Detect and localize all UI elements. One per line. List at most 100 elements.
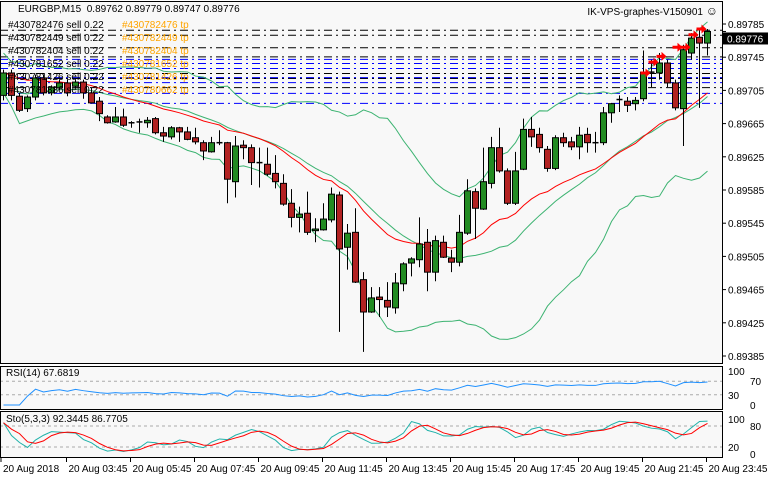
order-label[interactable]: #430781426 sell 0.22 [8,72,104,83]
order-label[interactable]: #430782449 sell 0.22 [8,33,104,44]
order-label[interactable]: #430782404 sell 0.22 [8,46,104,57]
candle[interactable] [560,132,567,147]
candle[interactable] [408,257,415,277]
candle[interactable] [368,287,375,313]
candle[interactable] [344,224,351,270]
candle[interactable] [424,229,431,292]
candle[interactable] [288,189,295,228]
candle[interactable] [336,191,343,332]
candle[interactable] [432,235,439,282]
order-label[interactable]: #430781652 tp [122,59,189,70]
candle[interactable] [136,118,143,133]
candle[interactable] [112,107,119,123]
candle[interactable] [440,235,447,259]
candle[interactable] [544,146,551,172]
candle[interactable] [632,97,639,111]
candle[interactable] [392,273,399,314]
candle[interactable] [8,69,15,101]
rsi-panel[interactable] [0,366,723,410]
candle[interactable] [240,140,247,160]
candle[interactable] [256,147,263,188]
candle[interactable] [360,272,367,352]
candle[interactable] [320,203,327,231]
candle[interactable] [56,79,63,91]
candle[interactable] [96,97,103,122]
candle[interactable] [464,179,471,235]
candle[interactable] [664,59,671,88]
order-label[interactable]: #430782449 tp [122,33,189,44]
candle[interactable] [168,126,175,140]
order-label[interactable]: #430782476 tp [122,20,189,31]
candle[interactable] [1,69,7,101]
smiley-face-icon[interactable]: ☺ [705,4,718,18]
order-label[interactable]: #430782476 sell 0.22 [8,20,104,31]
candle[interactable] [376,287,383,317]
candle[interactable] [24,95,31,112]
candle[interactable] [152,116,159,135]
candle[interactable] [216,130,223,146]
candle[interactable] [80,79,87,99]
candle[interactable] [528,116,535,147]
candle[interactable] [600,107,607,146]
order-label[interactable]: #430780662 tp [122,85,189,96]
candle[interactable] [72,79,79,88]
candle[interactable] [144,116,151,128]
candle[interactable] [416,217,423,268]
candle[interactable] [176,126,183,142]
candle[interactable] [32,74,39,101]
candle[interactable] [400,262,407,292]
candle[interactable] [456,214,463,267]
candle[interactable] [264,147,271,176]
candle[interactable] [16,92,23,112]
order-label[interactable]: #430781386 sell 0.22 [8,85,104,96]
candle[interactable] [520,118,527,171]
candle[interactable] [608,102,615,123]
candle[interactable] [384,282,391,317]
candle[interactable] [552,135,559,171]
candle[interactable] [616,95,623,112]
candle[interactable] [352,208,359,283]
order-label[interactable]: #430782404 tp [122,46,189,57]
candle[interactable] [512,151,519,205]
candle[interactable] [296,206,303,233]
candle[interactable] [496,127,503,173]
candle[interactable] [88,87,95,104]
candle[interactable] [480,147,487,210]
candle[interactable] [248,144,255,186]
candle[interactable] [200,140,207,161]
candle[interactable] [704,28,711,56]
candle[interactable] [272,155,279,189]
candle[interactable] [448,249,455,273]
candle[interactable] [592,131,599,153]
candle[interactable] [160,126,167,142]
candle[interactable] [624,97,631,112]
candle[interactable] [672,79,679,111]
candle[interactable] [680,44,687,147]
candle[interactable] [128,121,135,128]
candle[interactable] [488,136,495,189]
order-label[interactable]: #430781652 sell 0.22 [8,59,104,70]
candle[interactable] [696,29,703,108]
candle[interactable] [328,187,335,223]
candle[interactable] [536,127,543,153]
candle[interactable] [64,79,71,97]
candle[interactable] [280,174,287,206]
candle[interactable] [232,136,239,198]
candle[interactable] [120,108,127,127]
candle[interactable] [48,85,55,96]
candle[interactable] [312,218,319,243]
candle[interactable] [584,127,591,153]
candle[interactable] [576,126,583,160]
candle[interactable] [472,188,479,239]
candle[interactable] [304,191,311,235]
candle[interactable] [192,127,199,145]
candle[interactable] [184,126,191,141]
candle[interactable] [104,115,111,124]
candle[interactable] [208,136,215,153]
candle[interactable] [40,74,47,96]
candle[interactable] [568,136,575,151]
order-label[interactable]: #430781426 tp [122,72,189,83]
candle[interactable] [504,168,511,205]
candle[interactable] [224,141,231,204]
